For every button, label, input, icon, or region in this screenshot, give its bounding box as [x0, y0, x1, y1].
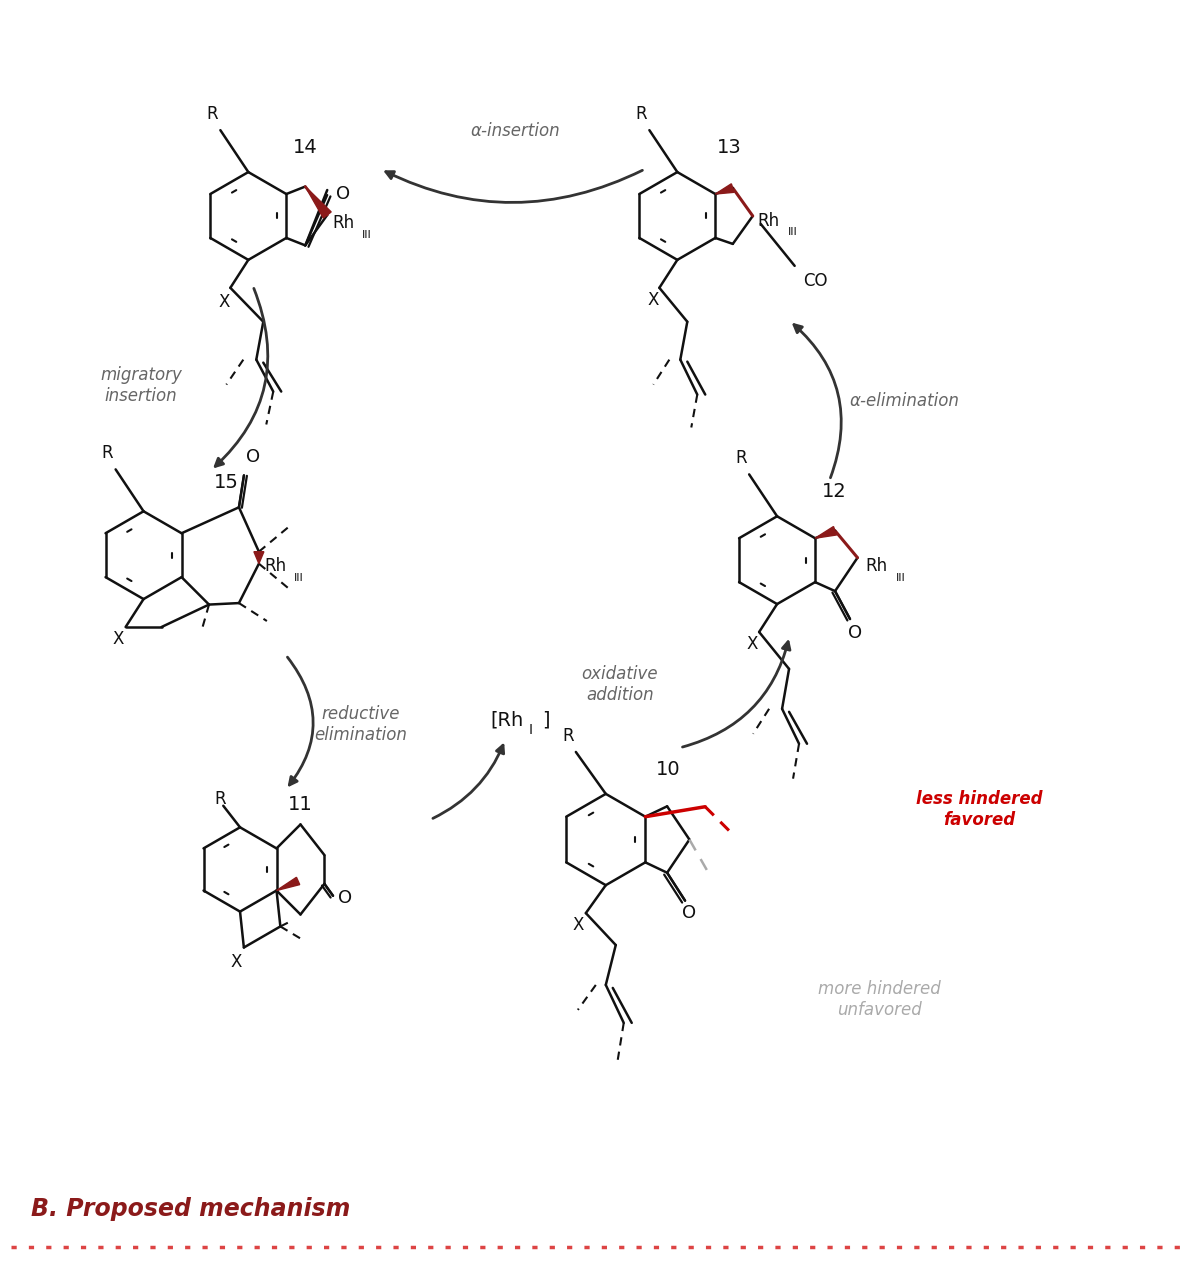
Text: O: O	[682, 904, 696, 922]
Text: reductive
elimination: reductive elimination	[314, 705, 407, 744]
FancyArrowPatch shape	[288, 657, 313, 785]
Text: III: III	[895, 573, 905, 583]
Text: X: X	[746, 635, 758, 653]
Text: R: R	[736, 450, 746, 467]
Text: α-elimination: α-elimination	[850, 391, 959, 409]
Polygon shape	[276, 878, 300, 890]
Text: Rh: Rh	[264, 556, 286, 574]
Text: Rh: Rh	[757, 212, 780, 230]
Text: 14: 14	[293, 137, 318, 156]
Text: III: III	[787, 227, 798, 237]
Text: R: R	[214, 790, 226, 808]
FancyArrowPatch shape	[385, 170, 642, 202]
Text: ]: ]	[542, 710, 550, 729]
FancyArrowPatch shape	[433, 745, 504, 818]
Text: 10: 10	[655, 759, 680, 779]
Text: I: I	[528, 723, 532, 737]
Text: X: X	[113, 630, 125, 648]
Text: 12: 12	[822, 481, 847, 500]
Text: more hindered
unfavored: more hindered unfavored	[818, 979, 941, 1019]
Text: oxidative
addition: oxidative addition	[582, 665, 659, 705]
Polygon shape	[305, 187, 331, 218]
Text: Rh: Rh	[865, 556, 888, 574]
Polygon shape	[254, 551, 264, 564]
Text: B. Proposed mechanism: B. Proposed mechanism	[31, 1196, 350, 1220]
Text: X: X	[648, 291, 659, 309]
FancyArrowPatch shape	[683, 641, 790, 747]
Text: O: O	[246, 448, 260, 466]
FancyArrowPatch shape	[794, 325, 841, 478]
Text: α-insertion: α-insertion	[470, 122, 560, 140]
Text: [Rh: [Rh	[491, 710, 523, 729]
Text: III: III	[294, 573, 304, 583]
Text: III: III	[362, 230, 372, 240]
Text: Rh: Rh	[332, 213, 354, 232]
Text: 15: 15	[214, 474, 239, 493]
Polygon shape	[815, 527, 836, 538]
Text: migratory
insertion: migratory insertion	[100, 366, 182, 405]
Text: R: R	[206, 105, 218, 123]
Text: X: X	[218, 293, 230, 311]
FancyArrowPatch shape	[215, 288, 268, 466]
Text: O: O	[336, 185, 350, 203]
Text: R: R	[562, 726, 574, 745]
Text: O: O	[848, 624, 862, 643]
Text: X: X	[572, 916, 583, 935]
Text: less hindered
favored: less hindered favored	[916, 790, 1043, 829]
Text: R: R	[102, 444, 114, 462]
Text: 11: 11	[288, 795, 312, 814]
Text: O: O	[338, 889, 352, 907]
Text: CO: CO	[803, 272, 827, 290]
Text: X: X	[230, 954, 241, 972]
Text: R: R	[636, 105, 647, 123]
Polygon shape	[715, 184, 734, 194]
Text: 13: 13	[718, 137, 742, 156]
